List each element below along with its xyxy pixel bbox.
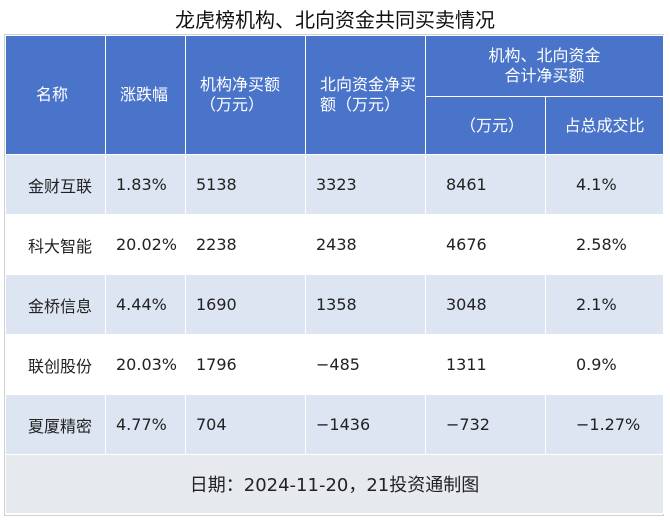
table-row: 金财互联 1.83% 5138 3323 8461 4.1% (5, 154, 665, 215)
table-title: 龙虎榜机构、北向资金共同买卖情况 (175, 8, 495, 32)
cell-combined: 1311 (425, 334, 546, 395)
cell-change: 1.83% (105, 154, 186, 215)
header-combined-group: 机构、北向资金 合计净买额 (424, 35, 665, 97)
cell-change: 4.77% (105, 394, 186, 455)
cell-north-net: −485 (305, 334, 426, 395)
cell-share: 2.1% (544, 274, 665, 335)
table-row: 联创股份 20.03% 1796 −485 1311 0.9% (5, 334, 665, 395)
cell-inst-net: 1690 (185, 274, 306, 335)
header-name: 名称 (5, 35, 106, 155)
cell-share: −1.27% (544, 394, 665, 455)
header-combined-unit: （万元） (425, 96, 546, 155)
data-table: 名称 涨跌幅 机构净买额 （万元） 北向资金净买 额（万元） 机构、北向资金 合… (4, 35, 665, 514)
cell-north-net: 1358 (305, 274, 426, 335)
table-row: 金桥信息 4.44% 1690 1358 3048 2.1% (5, 274, 665, 335)
cell-name: 夏厦精密 (5, 394, 106, 455)
cell-change: 20.02% (105, 214, 186, 275)
header-north-net: 北向资金净买 额（万元） (305, 35, 426, 155)
cell-inst-net: 5138 (185, 154, 306, 215)
cell-name: 金财互联 (5, 154, 106, 215)
cell-name: 金桥信息 (5, 274, 106, 335)
cell-share: 2.58% (544, 214, 665, 275)
footer-caption: 日期：2024-11-20，21投资通制图 (4, 454, 665, 514)
cell-inst-net: 1796 (185, 334, 306, 395)
cell-combined: 3048 (425, 274, 546, 335)
cell-inst-net: 2238 (185, 214, 306, 275)
table-row: 科大智能 20.02% 2238 2438 4676 2.58% (5, 214, 665, 275)
cell-name: 科大智能 (5, 214, 106, 275)
cell-north-net: 3323 (305, 154, 426, 215)
cell-combined: 8461 (425, 154, 546, 215)
cell-north-net: −1436 (305, 394, 426, 455)
header-change: 涨跌幅 (105, 35, 186, 155)
cell-inst-net: 704 (185, 394, 306, 455)
cell-share: 0.9% (544, 334, 665, 395)
header-inst-net: 机构净买额 （万元） (185, 35, 306, 155)
header-share: 占总成交比 (544, 96, 665, 155)
cell-combined: −732 (425, 394, 546, 455)
table-row: 夏厦精密 4.77% 704 −1436 −732 −1.27% (5, 394, 665, 455)
cell-change: 20.03% (105, 334, 186, 395)
cell-north-net: 2438 (305, 214, 426, 275)
cell-combined: 4676 (425, 214, 546, 275)
cell-name: 联创股份 (5, 334, 106, 395)
cell-change: 4.44% (105, 274, 186, 335)
cell-share: 4.1% (544, 154, 665, 215)
